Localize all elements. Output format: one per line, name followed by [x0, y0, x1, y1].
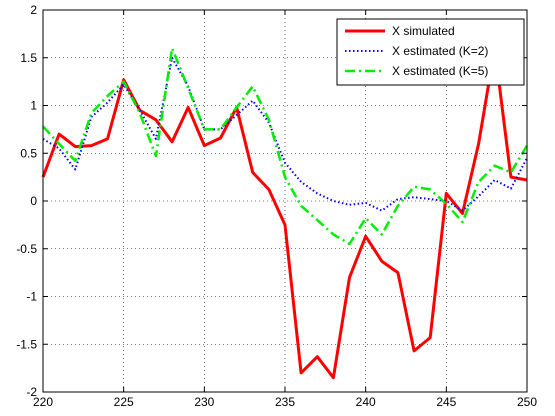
x-tick-label: 250: [517, 395, 537, 409]
y-tick-label: -1.5: [16, 337, 37, 351]
x-tick-label: 220: [33, 395, 53, 409]
series-lines: [41, 46, 529, 380]
legend-label: X estimated (K=2): [392, 44, 488, 58]
x-tick-label: 240: [356, 395, 376, 409]
y-tick-label: 0.5: [20, 146, 37, 160]
grid: [43, 10, 527, 392]
series-line: [41, 46, 528, 380]
x-tick-label: 245: [436, 395, 456, 409]
y-tick-label: -2: [26, 385, 37, 399]
x-tick-label: 230: [194, 395, 214, 409]
legend-label: X simulated: [392, 24, 455, 38]
legend-label: X estimated (K=5): [392, 64, 488, 78]
y-tick-label: 1.5: [20, 51, 37, 65]
y-tick-label: 2: [30, 3, 37, 17]
y-tick-label: 0: [30, 194, 37, 208]
legend: X simulated X estimated (K=2) X estimated …: [336, 18, 525, 86]
axis-ticks: 220 225 230 235 240 245 250 -2 -1.5 -1 -0.5 0 0.5 1 1.…: [16, 3, 537, 409]
y-tick-label: 1: [30, 99, 37, 113]
series-line: [42, 46, 529, 246]
x-tick-label: 235: [275, 395, 295, 409]
x-tick-label: 225: [114, 395, 134, 409]
y-tick-label: -1: [26, 290, 37, 304]
series-line: [42, 56, 528, 212]
y-tick-label: -0.5: [16, 242, 37, 256]
